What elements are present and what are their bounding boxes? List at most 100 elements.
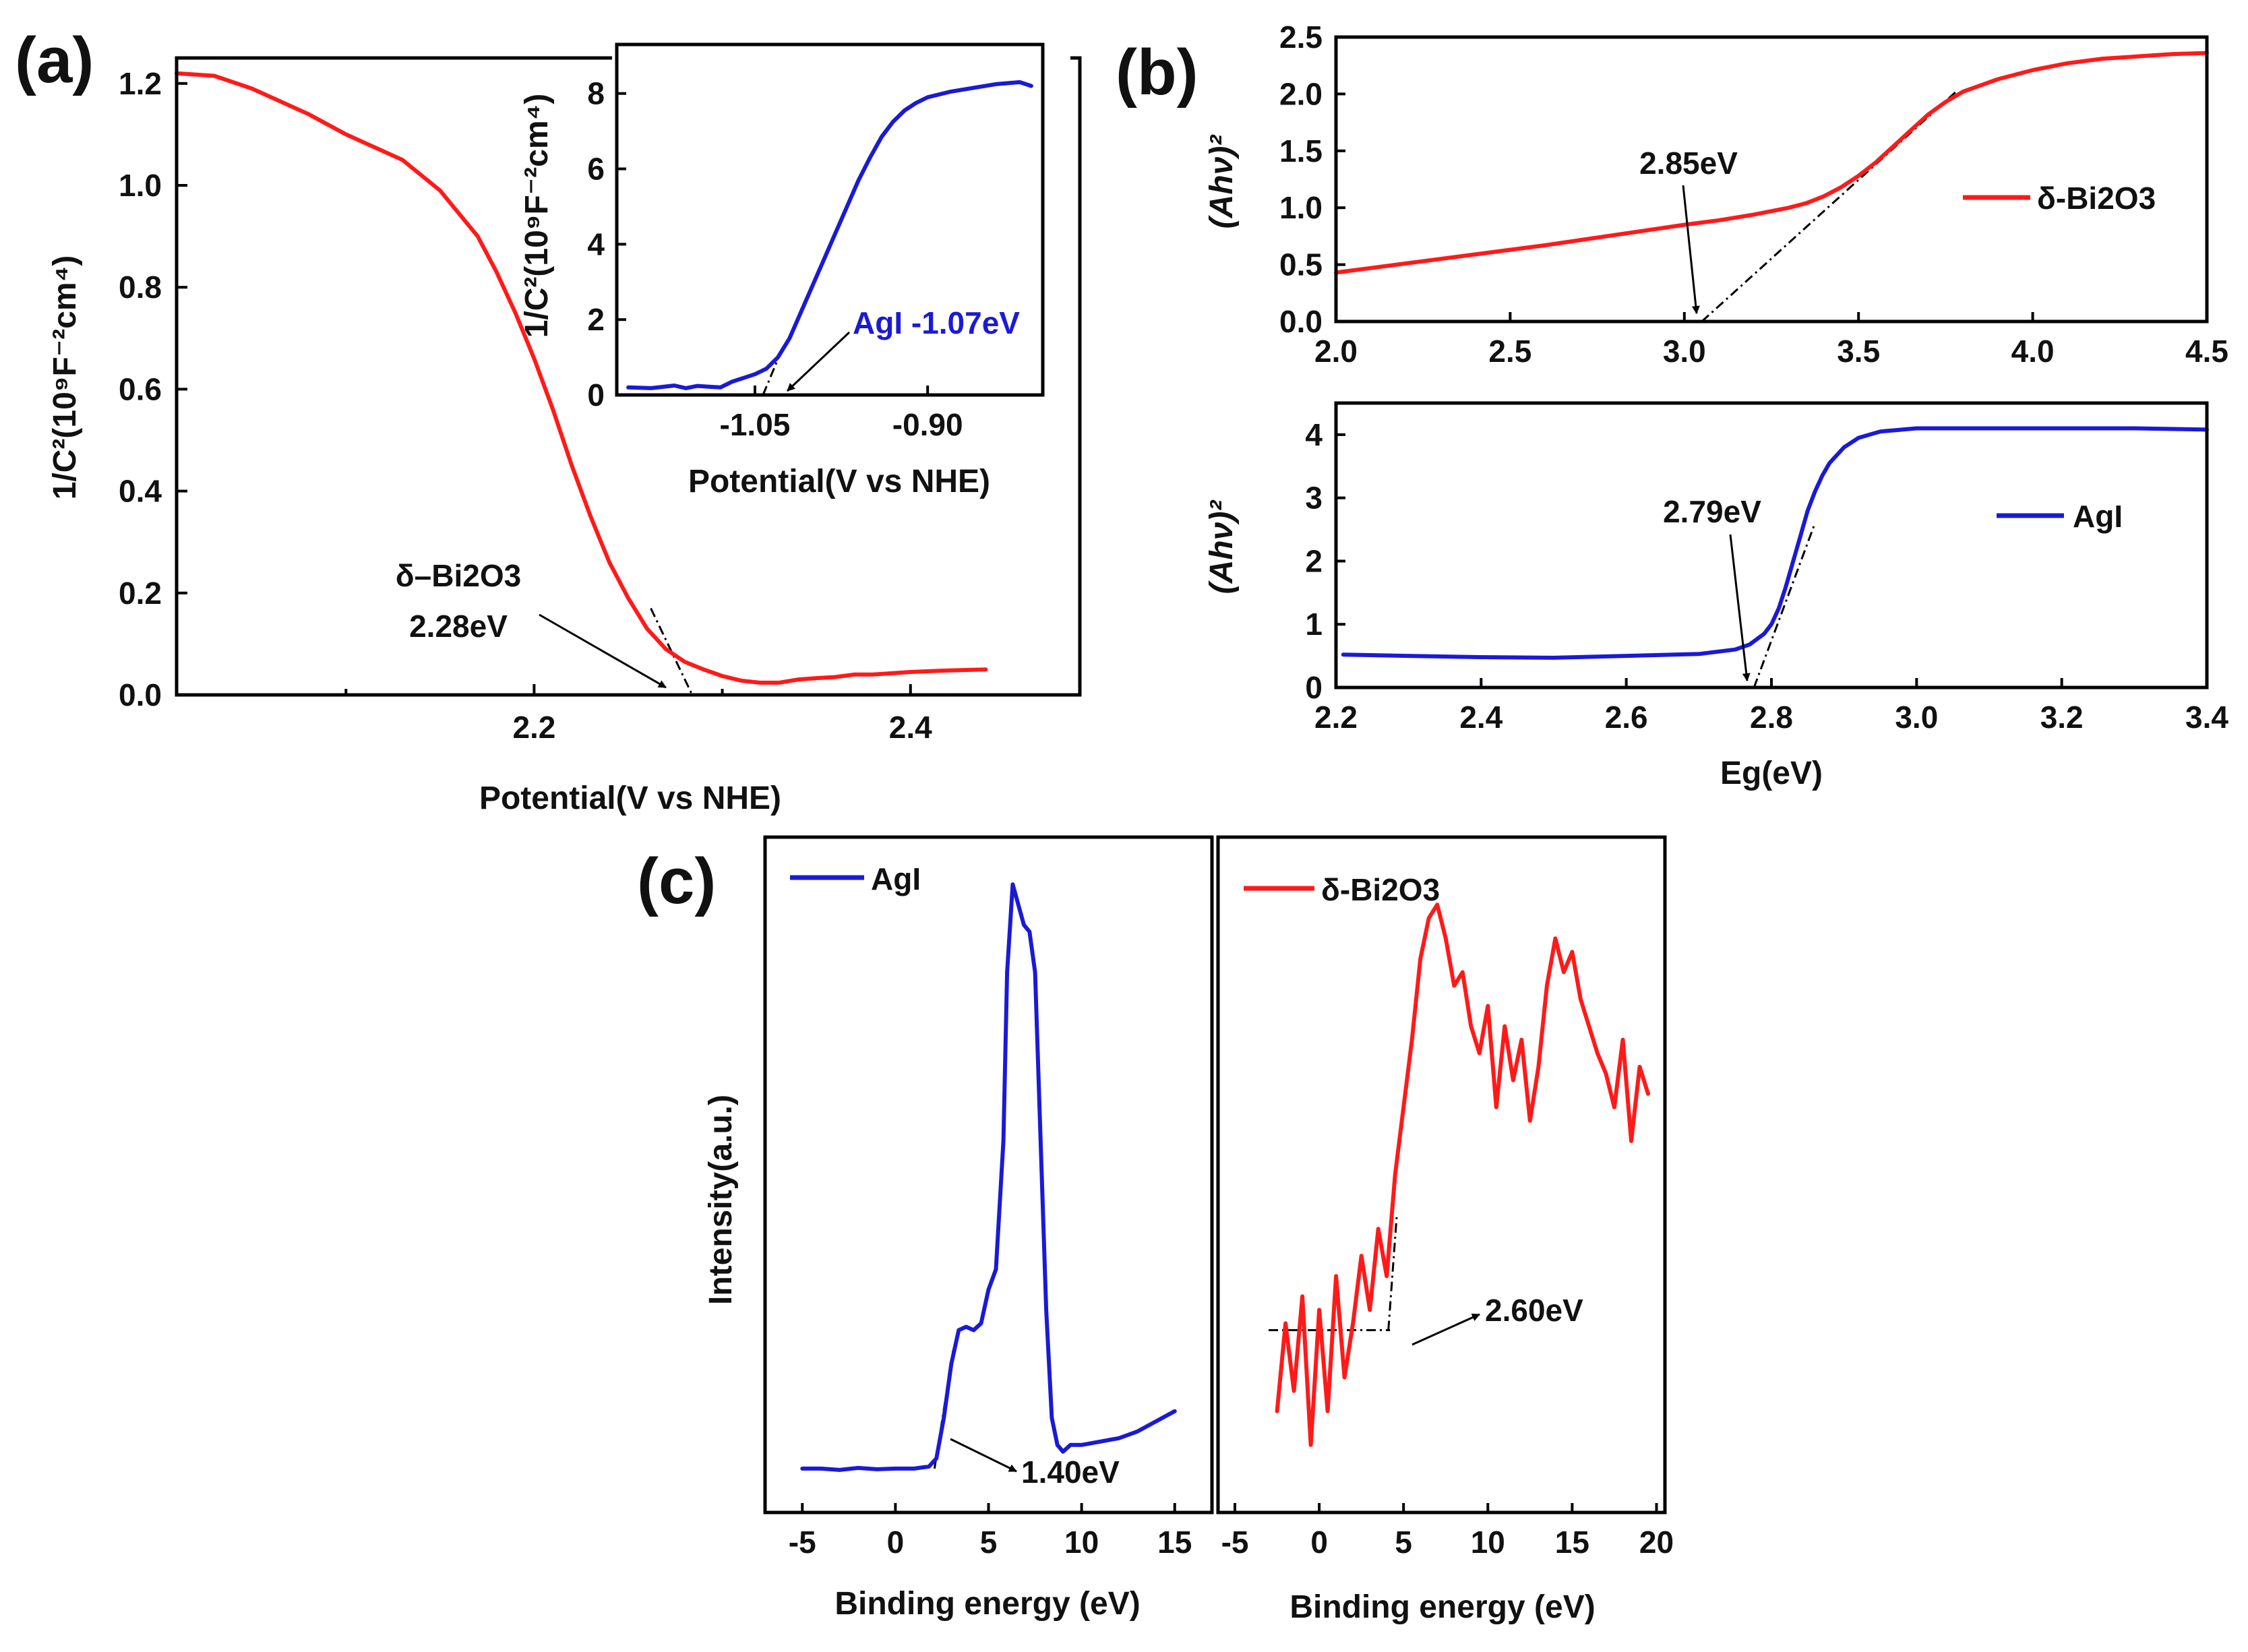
chart-c-left-plot (800, 882, 1177, 1472)
chart-b-bottom: 2.2 2.4 2.6 2.8 3.0 3.2 3.4 0 1 2 3 4 Eg(eV) (Ahν)²… (1204, 401, 2228, 791)
y-tick-label: 2.0 (1279, 76, 1323, 111)
x-tick-label: -0.90 (892, 407, 963, 442)
annot-b-bottom: 2.79eV (1663, 494, 1761, 529)
x-tick-label: 2.2 (1314, 700, 1358, 735)
x-tick-label: -1.05 (720, 407, 791, 442)
chart-c-right-xlabel: Binding energy (eV) (1289, 1589, 1595, 1625)
y-tick-label: 2 (1305, 543, 1323, 578)
chart-a-inset: -1.05 -0.90 0 2 4 6 8 Potential(V vs NHE) 1/C²… (519, 42, 1070, 499)
legend-c-left-label: AgI (871, 861, 921, 896)
x-tick-label: 2.8 (1750, 700, 1793, 735)
chart-c-left-xlabel: Binding energy (eV) (834, 1586, 1140, 1622)
legend-c-right-label: δ-Bi2O3 (1321, 872, 1440, 907)
chart-a-inset-plot (626, 80, 1033, 396)
chart-a-inset-ylabel: 1/C²(10⁹F⁻²cm⁴) (519, 94, 555, 338)
chart-c-left-ticks: -5 0 5 10 15 (789, 1503, 1192, 1560)
x-tick-label: 10 (1064, 1525, 1099, 1560)
series-line-bi2o3 (175, 71, 988, 685)
chart-a-ylabel: 1/C²(10⁹F⁻²cm⁴) (47, 255, 83, 500)
y-tick-label: 8 (587, 76, 605, 111)
annot-b-bottom-arrow (1729, 534, 1751, 681)
chart-b-top-frame (1334, 35, 2209, 324)
x-tick-label: 2.5 (1488, 334, 1531, 369)
panel-label-b: (b) (1116, 36, 1198, 109)
y-tick-label: 0 (587, 377, 605, 412)
chart-b-top: 2.0 2.5 3.0 3.5 4.0 4.5 0.0 0.5 1.0 1.5 2.0 2.5 (Ah… (1204, 20, 2228, 369)
y-tick-label: 0.2 (119, 576, 162, 611)
x-tick-label: 4.5 (2185, 334, 2228, 369)
x-tick-label: -5 (1221, 1525, 1249, 1560)
series-line-agi (626, 80, 1033, 390)
y-tick-label: 0.4 (119, 474, 162, 509)
y-tick-label: 0.0 (119, 677, 162, 712)
chart-b-bottom-frame (1334, 401, 2209, 690)
panel-label-a: (a) (15, 24, 94, 96)
annot-c-left-arrow (950, 1438, 1017, 1473)
legend-b-bottom-label: AgI (2073, 499, 2123, 534)
annot-c-right-arrow (1411, 1313, 1480, 1346)
series-line-bi2o3 (1275, 903, 1650, 1447)
x-tick-label: 15 (1555, 1525, 1589, 1560)
chart-c-right: -5 0 5 10 15 20 Binding energy (eV) δ-Bi2O3 2… (1216, 835, 1674, 1625)
y-tick-label: 4 (587, 226, 605, 262)
annot-a-bi2o3-value: 2.28eV (409, 609, 508, 644)
annot-a-bi2o3-label: δ–Bi2O3 (396, 558, 521, 593)
annot-b-top-arrow (1682, 185, 1700, 314)
x-tick-label: 3.2 (2040, 700, 2084, 735)
chart-c-left: -5 0 5 10 15 Binding energy (eV) Intensity(a… (703, 835, 1214, 1622)
chart-c-right-ticks: -5 0 5 10 15 20 (1221, 1503, 1674, 1560)
y-tick-label: 0.6 (119, 371, 162, 406)
y-tick-label: 0.8 (119, 270, 162, 305)
extrapolation-line (762, 353, 781, 396)
x-tick-label: 5 (1395, 1525, 1412, 1560)
x-tick-label: 2.6 (1605, 700, 1648, 735)
x-tick-label: 2.2 (512, 710, 555, 745)
chart-b-top-plot (1334, 51, 2209, 323)
chart-a-main-plot (175, 71, 988, 696)
y-tick-label: 0.0 (1279, 304, 1323, 339)
annot-a-inset-agi: AgI -1.07eV (853, 305, 1020, 340)
chart-a-inset-ticks: -1.05 -0.90 0 2 4 6 8 (587, 76, 963, 442)
x-tick-label: 4.0 (2011, 334, 2055, 369)
chart-b-top-ylabel: (Ahν)² (1204, 134, 1240, 229)
chart-c-ylabel: Intensity(a.u.) (703, 1095, 739, 1305)
chart-b-bottom-xlabel: Eg(eV) (1720, 756, 1823, 791)
chart-a-inset-frame (615, 42, 1045, 397)
x-tick-label: 3.0 (1895, 700, 1938, 735)
x-tick-label: 10 (1471, 1525, 1505, 1560)
annot-b-top: 2.85eV (1639, 146, 1738, 181)
y-tick-label: 1.0 (119, 168, 162, 203)
x-tick-label: 20 (1639, 1525, 1674, 1560)
x-tick-label: 3.4 (2185, 700, 2228, 735)
chart-a-main-ticks: 2.2 2.4 0.0 0.2 0.4 0.6 0.8 1.0 1.2 (119, 66, 932, 745)
y-tick-label: 1.0 (1279, 190, 1323, 225)
x-tick-label: 2.0 (1314, 334, 1358, 369)
chart-a-inset-xlabel: Potential(V vs NHE) (688, 464, 990, 499)
annot-c-left: 1.40eV (1021, 1455, 1120, 1490)
x-tick-label: 15 (1157, 1525, 1192, 1560)
chart-c-right-frame (1216, 835, 1667, 1515)
annot-a-arrow (539, 613, 667, 689)
y-tick-label: 2.5 (1279, 20, 1323, 55)
x-tick-label: 2.4 (1459, 700, 1502, 735)
y-tick-label: 6 (587, 152, 605, 187)
x-tick-label: 3.0 (1663, 334, 1706, 369)
y-tick-label: 2 (587, 302, 605, 337)
x-tick-label: 3.5 (1837, 334, 1880, 369)
extrapolation-line (1701, 90, 1957, 323)
chart-c-right-plot (1269, 903, 1650, 1447)
series-line-agi (1341, 426, 2209, 660)
chart-c-left-frame (763, 835, 1214, 1515)
x-tick-label: 0 (1310, 1525, 1328, 1560)
extrapolation-line (1753, 522, 1817, 688)
panel-label-c: (c) (637, 845, 716, 917)
chart-a-xlabel: Potential(V vs NHE) (479, 781, 781, 816)
chart-a-main: 2.2 2.4 0.0 0.2 0.4 0.6 0.8 1.0 1.2 Potential(V … (47, 56, 1082, 816)
x-tick-label: 5 (980, 1525, 998, 1560)
y-tick-label: 1 (1305, 607, 1323, 642)
series-line-bi2o3 (1334, 51, 2209, 275)
annot-c-right: 2.60eV (1485, 1293, 1583, 1328)
legend-b-top-label: δ-Bi2O3 (2037, 181, 2156, 216)
y-tick-label: 1.2 (119, 66, 162, 101)
